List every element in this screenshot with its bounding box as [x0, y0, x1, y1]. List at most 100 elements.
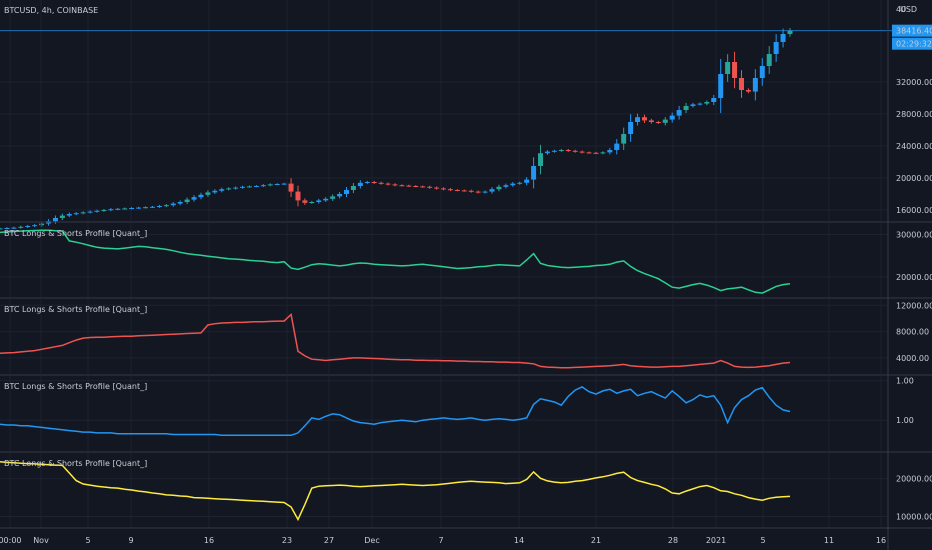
candle-body [4, 228, 10, 229]
x-tick-label: Dec [364, 536, 379, 545]
candle-body [25, 226, 31, 227]
candle-body [136, 207, 142, 209]
y-tick-label: 8000.00 [896, 328, 929, 337]
candle-body [711, 98, 717, 102]
y-tick-label: 1.00 [896, 416, 914, 425]
series-line-red [0, 313, 791, 369]
chart-panes: BTC Longs & Shorts Profile [Quant_] BTC L… [0, 0, 932, 528]
candle-body [163, 205, 169, 207]
candle-body [59, 215, 65, 218]
pane-green: BTC Longs & Shorts Profile [Quant_] [0, 221, 932, 298]
candle-body [454, 190, 460, 191]
x-tick-label: 16 [876, 536, 886, 545]
candle-body [122, 208, 128, 210]
candle-body [503, 185, 509, 187]
candle-body [364, 182, 370, 183]
y-top-label: 40 [896, 5, 906, 14]
candle-body [551, 150, 557, 152]
candle-body [586, 152, 592, 154]
candle-body [357, 182, 363, 186]
candle-body [745, 90, 751, 92]
x-tick-label: 7 [438, 536, 443, 545]
candle-body [614, 143, 620, 150]
candle-body [648, 120, 654, 122]
indicator-title[interactable]: BTC Longs & Shorts Profile [Quant_] [4, 229, 147, 238]
candle-body [149, 206, 155, 208]
candle-body [732, 62, 738, 78]
y-tick-label: 20000.00 [896, 273, 932, 282]
candle-body [274, 184, 280, 185]
candle-body [337, 194, 343, 197]
candle-body [538, 153, 544, 166]
x-tick-label: Nov [33, 536, 49, 545]
price-tag-label: 38416.40 [896, 27, 932, 36]
x-tick-label: 2021 [706, 536, 726, 545]
candle-body [191, 197, 197, 200]
candle-body [205, 192, 211, 195]
candle-body [544, 151, 550, 154]
candle-body [385, 183, 391, 185]
candle-body [441, 188, 447, 190]
x-tick-label: 00:00 [0, 536, 22, 545]
candle-body [676, 110, 682, 116]
candle-body [295, 191, 301, 201]
indicator-title[interactable]: BTC Longs & Shorts Profile [Quant_] [4, 459, 147, 468]
candle-body [420, 186, 426, 188]
x-tick-label: 5 [85, 536, 90, 545]
candle-body [253, 186, 259, 187]
price-axis[interactable]: 16000.00 20000.00 24000.00 28000.00 32000.00… [887, 0, 932, 550]
currency-label: USD [900, 5, 917, 14]
symbol-title[interactable]: BTCUSD, 4h, COINBASE [4, 6, 98, 15]
candle-body [350, 186, 356, 190]
candle-body [198, 194, 204, 198]
candle-body [392, 184, 398, 186]
x-tick-label: 5 [760, 536, 765, 545]
candle-body [115, 208, 121, 210]
x-tick-label: 11 [824, 536, 834, 545]
candle-body [489, 189, 495, 192]
y-tick-label: 24000.00 [896, 142, 932, 151]
x-tick-label: 9 [128, 536, 133, 545]
candle-body [447, 189, 453, 191]
y-tick-label: 12000.00 [896, 301, 932, 310]
candle-body [718, 74, 724, 98]
candle-body [108, 209, 114, 211]
candle-body [94, 210, 100, 212]
candle-body [260, 185, 266, 187]
candle-body [697, 103, 703, 105]
pane-yellow: BTC Longs & Shorts Profile [Quant_] [0, 451, 932, 528]
candle-body [0, 228, 3, 230]
candle-body [101, 210, 107, 211]
x-tick-label: 16 [204, 536, 214, 545]
x-tick-label: 14 [514, 536, 524, 545]
candle-body [413, 186, 419, 187]
candle-body [558, 150, 564, 151]
y-tick-label: 28000.00 [896, 110, 932, 119]
candle-body [524, 179, 530, 183]
indicator-title[interactable]: BTC Longs & Shorts Profile [Quant_] [4, 382, 147, 391]
candle-body [246, 186, 252, 188]
candle-body [669, 115, 675, 120]
candle-body [690, 104, 696, 106]
candle-body [482, 191, 488, 193]
candle-body [11, 227, 17, 229]
time-axis[interactable]: 00:00 Nov 5 9 16 23 27 Dec 7 14 21 28 2021 5 11 16 [0, 527, 932, 545]
candle-body [267, 184, 273, 186]
candle-body [683, 106, 689, 110]
indicator-title[interactable]: BTC Longs & Shorts Profile [Quant_] [4, 305, 147, 314]
y-tick-label: 30000.00 [896, 231, 932, 240]
x-tick-label: 28 [668, 536, 678, 545]
candle-body [406, 185, 412, 187]
candle-body [39, 223, 45, 226]
y-tick-label: 20000.00 [896, 174, 932, 183]
candle-body [18, 226, 24, 228]
candle-body [662, 119, 668, 123]
y-tick-label: 32000.00 [896, 78, 932, 87]
candle-body [184, 199, 190, 202]
candle-body [600, 152, 606, 154]
candle-body [565, 150, 571, 151]
candle-body [738, 78, 744, 90]
candle-body [641, 117, 647, 121]
